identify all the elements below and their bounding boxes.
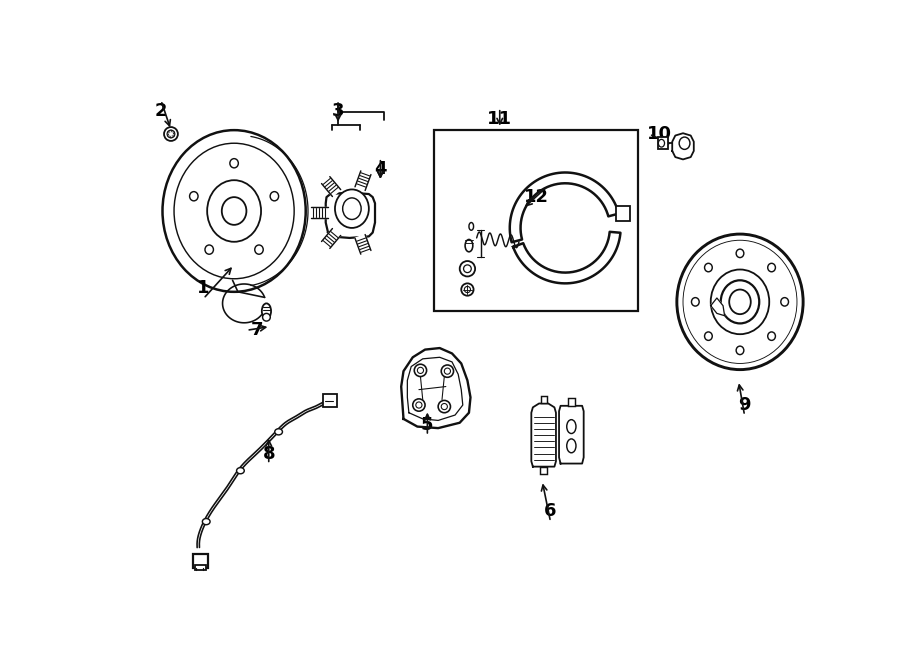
Ellipse shape	[163, 130, 306, 292]
Ellipse shape	[469, 223, 473, 230]
Polygon shape	[401, 348, 471, 428]
Text: 2: 2	[155, 102, 167, 120]
Text: 10: 10	[647, 125, 672, 143]
Text: 6: 6	[544, 502, 557, 520]
Bar	[540, 467, 547, 475]
Ellipse shape	[414, 364, 427, 377]
Ellipse shape	[413, 399, 425, 411]
Bar	[435, 130, 638, 311]
Polygon shape	[321, 229, 341, 249]
Polygon shape	[509, 173, 619, 243]
Bar	[322, 394, 337, 407]
Text: 12: 12	[524, 188, 549, 206]
Ellipse shape	[677, 234, 803, 369]
Ellipse shape	[207, 180, 261, 242]
Ellipse shape	[263, 313, 270, 321]
Bar	[193, 554, 208, 568]
Bar	[568, 398, 575, 406]
Ellipse shape	[237, 467, 244, 474]
Polygon shape	[311, 207, 328, 218]
Bar	[659, 137, 668, 149]
Polygon shape	[672, 134, 694, 159]
Polygon shape	[531, 403, 556, 467]
Ellipse shape	[274, 429, 283, 435]
Ellipse shape	[465, 239, 472, 252]
Polygon shape	[326, 192, 375, 238]
Text: 11: 11	[487, 110, 512, 128]
Text: 1: 1	[197, 279, 210, 297]
Polygon shape	[321, 176, 341, 196]
Ellipse shape	[460, 261, 475, 276]
Polygon shape	[355, 171, 371, 190]
Polygon shape	[355, 235, 371, 254]
Polygon shape	[711, 298, 724, 316]
Bar	[541, 396, 546, 403]
Ellipse shape	[335, 190, 369, 228]
Polygon shape	[513, 232, 620, 284]
Ellipse shape	[711, 270, 770, 334]
Ellipse shape	[202, 518, 210, 525]
Text: 3: 3	[332, 102, 345, 120]
Text: 8: 8	[263, 445, 275, 463]
Text: 7: 7	[251, 321, 264, 339]
Text: 5: 5	[421, 416, 434, 434]
Ellipse shape	[164, 127, 178, 141]
Ellipse shape	[262, 303, 271, 319]
Text: 4: 4	[374, 160, 387, 178]
Polygon shape	[559, 406, 584, 463]
Ellipse shape	[441, 365, 454, 377]
Bar	[194, 565, 205, 570]
Ellipse shape	[721, 280, 760, 323]
Text: 9: 9	[738, 396, 751, 414]
Bar	[616, 206, 630, 221]
Ellipse shape	[438, 401, 451, 412]
Ellipse shape	[461, 284, 473, 295]
